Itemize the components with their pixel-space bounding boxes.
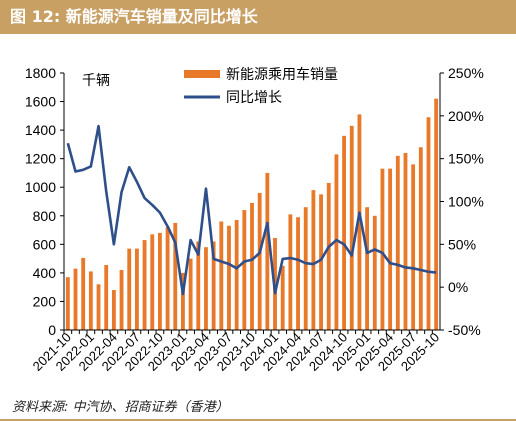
bar xyxy=(73,268,78,330)
bar xyxy=(265,172,270,330)
y-left-tick-label: 1800 xyxy=(25,65,56,81)
legend-bar-label: 新能源乘用车销量 xyxy=(226,66,338,82)
unit-label: 千辆 xyxy=(82,72,110,88)
bar xyxy=(395,155,400,330)
line-series xyxy=(66,124,437,296)
bar xyxy=(411,164,416,330)
bar xyxy=(96,284,101,330)
bar xyxy=(434,98,439,330)
bar xyxy=(104,265,109,330)
y-right-tick-label: 250% xyxy=(448,65,484,81)
yoy-growth-line xyxy=(66,124,437,296)
bar xyxy=(372,215,377,330)
y-left-tick-label: 1600 xyxy=(25,94,56,110)
bar xyxy=(111,290,116,330)
bar xyxy=(319,194,323,330)
bar xyxy=(173,222,178,330)
y-left-tick-label: 400 xyxy=(33,265,57,281)
bar xyxy=(181,272,185,330)
bar xyxy=(196,241,201,330)
bar xyxy=(219,221,224,330)
bar xyxy=(418,147,423,330)
bar xyxy=(127,248,132,330)
bar xyxy=(380,168,385,330)
bar xyxy=(142,240,147,330)
bar xyxy=(357,114,362,330)
y-right-tick-label: 100% xyxy=(448,194,484,210)
bar xyxy=(119,270,124,330)
bar xyxy=(227,225,231,330)
chart: 0 200 400 600 800 1000 1200 1400 1600 1800 -50% 0% 5… xyxy=(25,65,484,374)
bar xyxy=(234,220,239,330)
bar xyxy=(81,257,86,330)
y-right-tick-label: 200% xyxy=(448,108,484,124)
bottom-rule xyxy=(0,419,516,421)
bar xyxy=(150,234,155,330)
bar xyxy=(296,217,300,330)
bar xyxy=(257,192,262,330)
bar xyxy=(65,277,70,330)
y-right-tick-label: 150% xyxy=(448,151,484,167)
bar-series xyxy=(65,98,439,330)
y-left-tick-label: 600 xyxy=(33,236,57,252)
y-left-tick-label: 800 xyxy=(33,208,57,224)
bar xyxy=(165,227,170,330)
bar xyxy=(365,207,370,330)
bar xyxy=(388,168,393,330)
bar xyxy=(349,125,354,330)
bar xyxy=(342,135,346,330)
y-left-tick-label: 1000 xyxy=(25,179,56,195)
bar xyxy=(334,154,339,330)
y-left-tick-label: 0 xyxy=(48,322,56,338)
bar xyxy=(426,117,431,330)
bar xyxy=(288,214,293,330)
bar xyxy=(134,248,139,330)
bar xyxy=(303,207,308,330)
legend-line-label: 同比增长 xyxy=(226,89,282,105)
bar xyxy=(211,241,216,330)
bar xyxy=(250,202,254,330)
bar xyxy=(242,210,247,330)
y-right-tick-label: -50% xyxy=(448,322,481,338)
bar xyxy=(311,190,316,330)
y-left-tick-label: 200 xyxy=(33,293,57,309)
legend-bar-swatch xyxy=(184,70,220,78)
bar xyxy=(280,265,285,330)
y-left-tick-label: 1400 xyxy=(25,122,56,138)
source-note: 资料来源: 中汽协、招商证券（香港） xyxy=(12,400,229,415)
bar xyxy=(158,232,162,330)
figure-title: 图 12: 新能源汽车销量及同比增长 xyxy=(0,0,516,34)
y-right-tick-label: 50% xyxy=(448,236,476,252)
bar xyxy=(188,258,193,330)
bar xyxy=(403,152,408,330)
bar xyxy=(204,247,208,330)
y-right-tick-label: 0% xyxy=(448,279,468,295)
y-left-tick-label: 1200 xyxy=(25,151,56,167)
bar xyxy=(326,182,331,330)
bar xyxy=(88,271,93,330)
